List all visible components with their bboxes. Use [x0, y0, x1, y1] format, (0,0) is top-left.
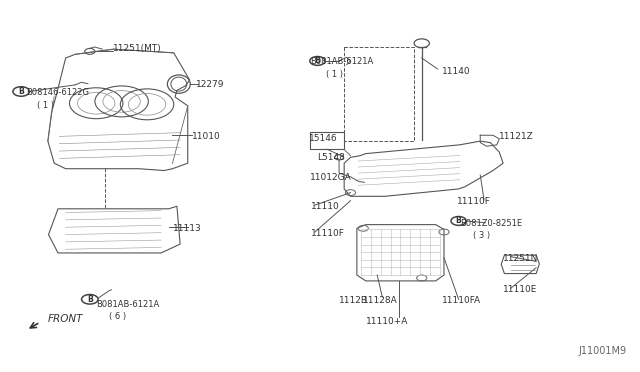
Text: 11251N: 11251N — [503, 254, 538, 263]
Text: 11012GA: 11012GA — [310, 173, 351, 182]
Bar — [310, 132, 344, 149]
Text: J11001M9: J11001M9 — [579, 346, 627, 356]
Text: B081AB-6121A: B081AB-6121A — [96, 300, 159, 309]
Text: 15146: 15146 — [308, 134, 337, 143]
Text: ( 1 ): ( 1 ) — [326, 70, 343, 79]
Text: ( 1 ): ( 1 ) — [37, 101, 54, 110]
Text: 12279: 12279 — [196, 80, 225, 89]
Text: B081Z0-8251E: B081Z0-8251E — [460, 219, 522, 228]
Text: 11140: 11140 — [442, 67, 470, 77]
Text: 11110: 11110 — [310, 202, 339, 211]
Text: 11121Z: 11121Z — [499, 132, 534, 141]
Text: B081AB-6121A: B081AB-6121A — [310, 57, 374, 66]
Text: 11128A: 11128A — [364, 296, 398, 305]
Text: B: B — [315, 57, 321, 65]
Text: B: B — [19, 87, 24, 96]
Text: B08146-6122G: B08146-6122G — [26, 88, 89, 97]
Text: 11010: 11010 — [191, 132, 220, 141]
Text: 11110F: 11110F — [457, 197, 491, 206]
Text: 11110E: 11110E — [503, 285, 538, 294]
Text: 11110+A: 11110+A — [366, 317, 408, 326]
Text: L5148: L5148 — [317, 153, 345, 162]
Text: 11251(MT): 11251(MT) — [113, 44, 162, 52]
Text: 11110FA: 11110FA — [442, 296, 481, 305]
Text: ( 3 ): ( 3 ) — [472, 231, 490, 240]
Text: 11113: 11113 — [173, 224, 201, 233]
Text: 1112B: 1112B — [339, 296, 368, 305]
Text: B: B — [87, 295, 93, 304]
Text: B: B — [456, 217, 461, 225]
Text: ( 6 ): ( 6 ) — [109, 312, 126, 321]
Text: 11110F: 11110F — [310, 229, 344, 238]
Text: FRONT: FRONT — [48, 314, 83, 324]
